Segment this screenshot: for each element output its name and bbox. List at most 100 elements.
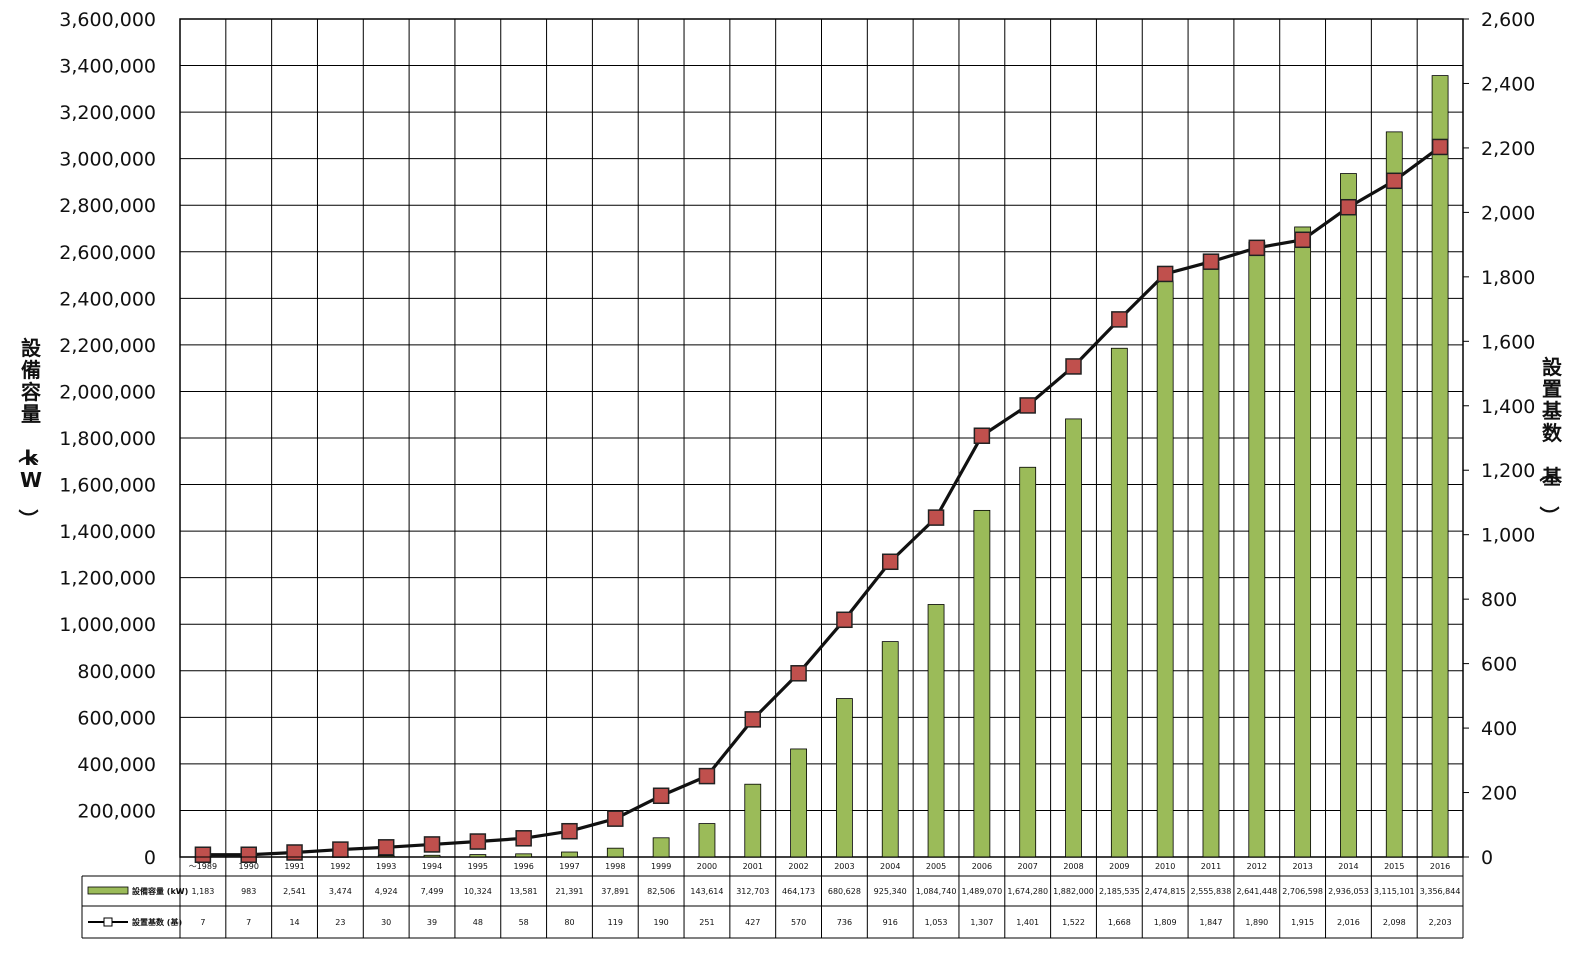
line-point bbox=[469, 833, 487, 850]
line-value-label: 39 bbox=[427, 918, 437, 927]
bar-value-label: 2,936,053 bbox=[1328, 887, 1369, 896]
line-point bbox=[607, 810, 624, 827]
bar-value-label: 13,581 bbox=[510, 887, 538, 896]
y-tick-left: 600,000 bbox=[77, 707, 156, 729]
line-point bbox=[332, 841, 349, 858]
bar-value-label: 2,185,535 bbox=[1099, 887, 1140, 896]
y-tick-right: 400 bbox=[1481, 718, 1517, 740]
line-value-label: 1,668 bbox=[1108, 918, 1131, 927]
bar-value-label: 7,499 bbox=[421, 887, 444, 896]
line-value-label: 1,890 bbox=[1245, 918, 1268, 927]
y-tick-right: 2,400 bbox=[1481, 73, 1535, 95]
bar bbox=[606, 847, 624, 858]
bar bbox=[1294, 226, 1312, 858]
line-point bbox=[652, 787, 670, 805]
category-label: 1997 bbox=[559, 862, 579, 871]
line-point bbox=[194, 846, 212, 863]
bar bbox=[561, 851, 578, 858]
y-tick-left: 3,400,000 bbox=[59, 56, 156, 78]
bar-value-label: 3,115,101 bbox=[1374, 887, 1415, 896]
bar bbox=[1110, 347, 1128, 858]
bar-value-label: 10,324 bbox=[464, 887, 492, 896]
category-label: 2005 bbox=[926, 862, 946, 871]
y-tick-right: 1,600 bbox=[1481, 331, 1535, 353]
category-label: 1996 bbox=[513, 862, 533, 871]
line-value-label: 2,098 bbox=[1383, 918, 1406, 927]
y-tick-right: 1,400 bbox=[1481, 396, 1535, 418]
category-label: 2015 bbox=[1384, 862, 1404, 871]
y-tick-right: 0 bbox=[1481, 847, 1493, 869]
line-point bbox=[240, 846, 257, 863]
bar-value-label: 2,706,598 bbox=[1282, 887, 1323, 896]
bar bbox=[1248, 241, 1266, 858]
bar-value-label: 1,674,280 bbox=[1007, 887, 1048, 896]
line-value-label: 2,016 bbox=[1337, 918, 1360, 927]
y-tick-right: 200 bbox=[1481, 783, 1517, 805]
y-tick-left: 800,000 bbox=[77, 661, 156, 683]
line-value-label: 7 bbox=[246, 918, 251, 927]
line-value-label: 1,522 bbox=[1062, 918, 1085, 927]
line-point bbox=[1386, 172, 1403, 190]
line-point bbox=[1294, 231, 1311, 249]
line-value-label: 7 bbox=[200, 918, 205, 927]
bar bbox=[1019, 466, 1037, 858]
category-label: 2006 bbox=[972, 862, 992, 871]
line-point bbox=[1111, 311, 1128, 328]
bar bbox=[881, 641, 899, 858]
y-tick-left: 1,200,000 bbox=[59, 568, 156, 590]
line-point bbox=[423, 836, 441, 853]
bar-value-label: 2,474,815 bbox=[1145, 887, 1186, 896]
y-tick-left: 1,800,000 bbox=[59, 428, 156, 450]
line-value-label: 23 bbox=[335, 918, 345, 927]
category-label: 1995 bbox=[468, 862, 488, 871]
bar bbox=[1340, 173, 1357, 858]
y-tick-left: 2,200,000 bbox=[59, 335, 156, 357]
line-point bbox=[836, 611, 853, 629]
category-label: 2009 bbox=[1109, 862, 1129, 871]
y-tick-right: 600 bbox=[1481, 654, 1517, 676]
bar-value-label: 312,703 bbox=[736, 887, 769, 896]
category-label: 2002 bbox=[788, 862, 808, 871]
line-point bbox=[1019, 397, 1036, 414]
bar bbox=[698, 823, 716, 858]
bar-value-label: 1,084,740 bbox=[916, 887, 957, 896]
y-tick-right: 1,800 bbox=[1481, 267, 1535, 289]
y-tick-left: 1,400,000 bbox=[59, 521, 156, 543]
line-value-label: 80 bbox=[564, 918, 574, 927]
line-value-label: 1,307 bbox=[970, 918, 993, 927]
y-axis-label-right: 設置基数（基） bbox=[1537, 355, 1563, 526]
category-label: 1999 bbox=[651, 862, 671, 871]
line-point bbox=[1202, 253, 1220, 270]
category-label: 2010 bbox=[1155, 862, 1175, 871]
line-value-label: 1,847 bbox=[1200, 918, 1223, 927]
bar bbox=[1202, 261, 1220, 858]
bar-value-label: 1,489,070 bbox=[962, 887, 1003, 896]
category-label: 1990 bbox=[239, 862, 259, 871]
category-label: 2000 bbox=[697, 862, 717, 871]
legend-label-line: 設置基数 (基) bbox=[132, 917, 182, 927]
y-tick-left: 2,000,000 bbox=[59, 381, 156, 403]
line-value-label: 119 bbox=[608, 918, 623, 927]
line-point bbox=[561, 822, 578, 840]
y-axis-label-left: 設備容量（k W） bbox=[16, 336, 42, 529]
line-point bbox=[744, 711, 762, 728]
bar-value-label: 464,173 bbox=[782, 887, 815, 896]
y-tick-left: 2,800,000 bbox=[59, 195, 156, 217]
line-value-label: 1,401 bbox=[1016, 918, 1039, 927]
y-tick-left: 3,600,000 bbox=[59, 9, 156, 31]
category-label: 1998 bbox=[605, 862, 625, 871]
y-tick-left: 0 bbox=[144, 847, 156, 869]
bar-value-label: 1,882,000 bbox=[1053, 887, 1094, 896]
line-value-label: 570 bbox=[791, 918, 806, 927]
category-label: 1991 bbox=[284, 862, 304, 871]
category-label: 1994 bbox=[422, 862, 442, 871]
line-value-label: 427 bbox=[745, 918, 760, 927]
bar bbox=[1156, 280, 1174, 858]
category-label: 2004 bbox=[880, 862, 900, 871]
y-tick-left: 1,000,000 bbox=[59, 614, 156, 636]
bar-value-label: 1,183 bbox=[191, 887, 214, 896]
category-label: 2014 bbox=[1338, 862, 1358, 871]
bar-value-label: 983 bbox=[241, 887, 256, 896]
